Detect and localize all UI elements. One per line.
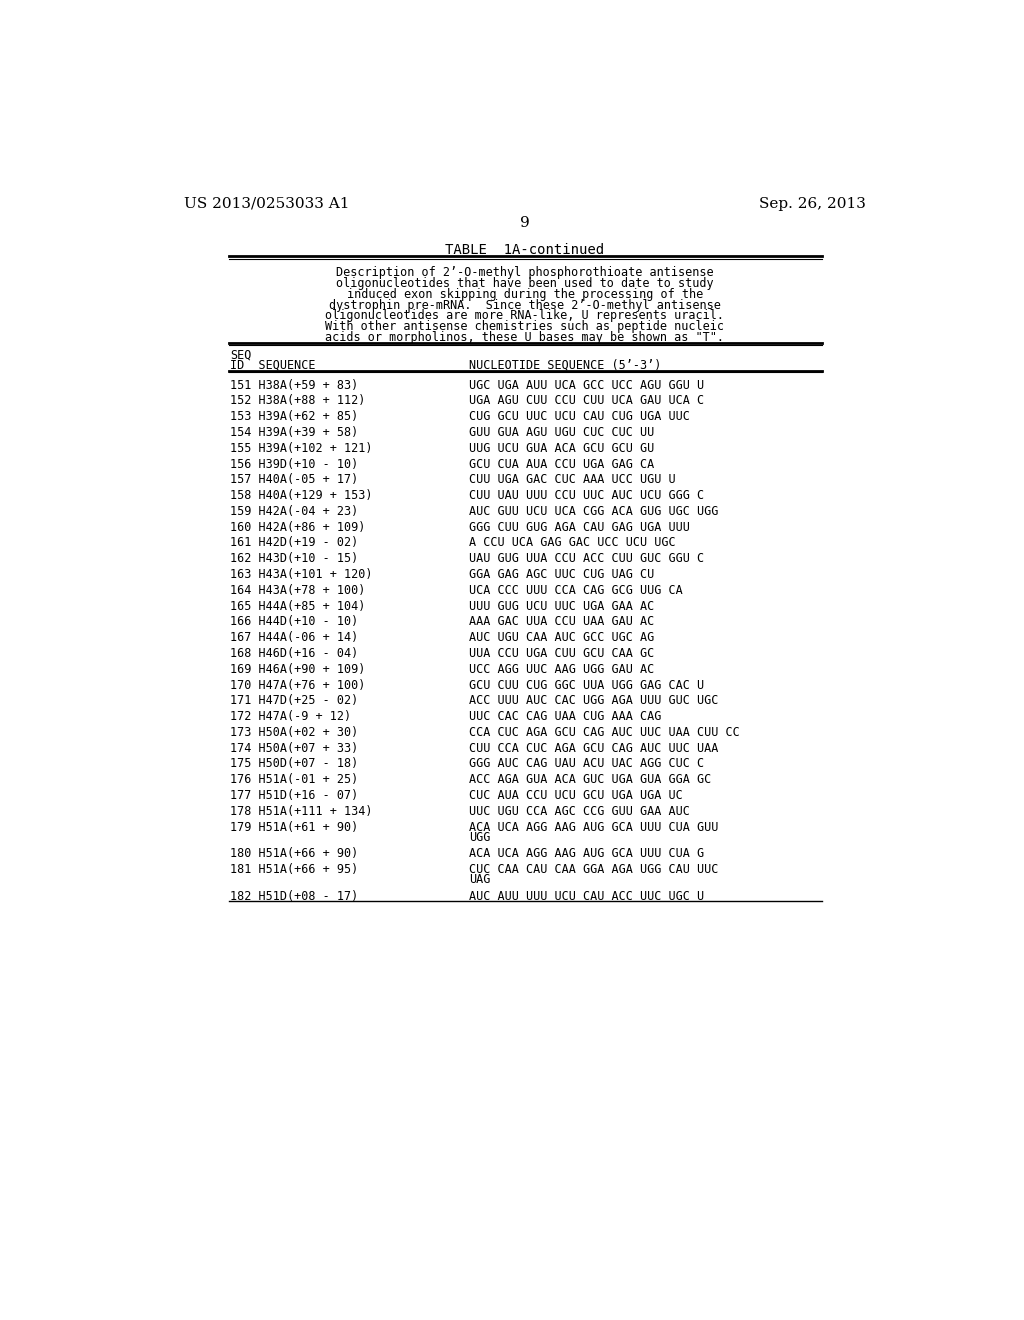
- Text: GGA GAG AGC UUC CUG UAG CU: GGA GAG AGC UUC CUG UAG CU: [469, 568, 654, 581]
- Text: 162 H43D(+10 - 15): 162 H43D(+10 - 15): [230, 552, 358, 565]
- Text: 155 H39A(+102 + 121): 155 H39A(+102 + 121): [230, 442, 373, 455]
- Text: With other antisense chemistries such as peptide nucleic: With other antisense chemistries such as…: [326, 321, 724, 333]
- Text: UAU GUG UUA CCU ACC CUU GUC GGU C: UAU GUG UUA CCU ACC CUU GUC GGU C: [469, 552, 705, 565]
- Text: acids or morpholinos, these U bases may be shown as "T".: acids or morpholinos, these U bases may …: [326, 331, 724, 345]
- Text: 158 H40A(+129 + 153): 158 H40A(+129 + 153): [230, 490, 373, 502]
- Text: TABLE  1A-continued: TABLE 1A-continued: [445, 243, 604, 257]
- Text: GCU CUA AUA CCU UGA GAG CA: GCU CUA AUA CCU UGA GAG CA: [469, 458, 654, 470]
- Text: UUU GUG UCU UUC UGA GAA AC: UUU GUG UCU UUC UGA GAA AC: [469, 599, 654, 612]
- Text: 154 H39A(+39 + 58): 154 H39A(+39 + 58): [230, 426, 358, 440]
- Text: 167 H44A(-06 + 14): 167 H44A(-06 + 14): [230, 631, 358, 644]
- Text: induced exon skipping during the processing of the: induced exon skipping during the process…: [347, 288, 702, 301]
- Text: 165 H44A(+85 + 104): 165 H44A(+85 + 104): [230, 599, 366, 612]
- Text: 175 H50D(+07 - 18): 175 H50D(+07 - 18): [230, 758, 358, 771]
- Text: CUC AUA CCU UCU GCU UGA UGA UC: CUC AUA CCU UCU GCU UGA UGA UC: [469, 789, 683, 803]
- Text: oligonucleotides are more RNA-like, U represents uracil.: oligonucleotides are more RNA-like, U re…: [326, 309, 724, 322]
- Text: 178 H51A(+111 + 134): 178 H51A(+111 + 134): [230, 805, 373, 818]
- Text: US 2013/0253033 A1: US 2013/0253033 A1: [183, 197, 349, 211]
- Text: ACC AGA GUA ACA GUC UGA GUA GGA GC: ACC AGA GUA ACA GUC UGA GUA GGA GC: [469, 774, 712, 787]
- Text: 153 H39A(+62 + 85): 153 H39A(+62 + 85): [230, 411, 358, 424]
- Text: Sep. 26, 2013: Sep. 26, 2013: [759, 197, 866, 211]
- Text: 174 H50A(+07 + 33): 174 H50A(+07 + 33): [230, 742, 358, 755]
- Text: UGA AGU CUU CCU CUU UCA GAU UCA C: UGA AGU CUU CCU CUU UCA GAU UCA C: [469, 395, 705, 408]
- Text: 173 H50A(+02 + 30): 173 H50A(+02 + 30): [230, 726, 358, 739]
- Text: CUG GCU UUC UCU CAU CUG UGA UUC: CUG GCU UUC UCU CAU CUG UGA UUC: [469, 411, 690, 424]
- Text: UUA CCU UGA CUU GCU CAA GC: UUA CCU UGA CUU GCU CAA GC: [469, 647, 654, 660]
- Text: AUC UGU CAA AUC GCC UGC AG: AUC UGU CAA AUC GCC UGC AG: [469, 631, 654, 644]
- Text: UUG UCU GUA ACA GCU GCU GU: UUG UCU GUA ACA GCU GCU GU: [469, 442, 654, 455]
- Text: AAA GAC UUA CCU UAA GAU AC: AAA GAC UUA CCU UAA GAU AC: [469, 615, 654, 628]
- Text: ID  SEQUENCE: ID SEQUENCE: [230, 359, 315, 372]
- Text: GCU CUU CUG GGC UUA UGG GAG CAC U: GCU CUU CUG GGC UUA UGG GAG CAC U: [469, 678, 705, 692]
- Text: AUC GUU UCU UCA CGG ACA GUG UGC UGG: AUC GUU UCU UCA CGG ACA GUG UGC UGG: [469, 506, 719, 517]
- Text: CCA CUC AGA GCU CAG AUC UUC UAA CUU CC: CCA CUC AGA GCU CAG AUC UUC UAA CUU CC: [469, 726, 739, 739]
- Text: UGG: UGG: [469, 830, 490, 843]
- Text: ACA UCA AGG AAG AUG GCA UUU CUA GUU: ACA UCA AGG AAG AUG GCA UUU CUA GUU: [469, 821, 719, 834]
- Text: 180 H51A(+66 + 90): 180 H51A(+66 + 90): [230, 847, 358, 861]
- Text: GGG CUU GUG AGA CAU GAG UGA UUU: GGG CUU GUG AGA CAU GAG UGA UUU: [469, 520, 690, 533]
- Text: UCA CCC UUU CCA CAG GCG UUG CA: UCA CCC UUU CCA CAG GCG UUG CA: [469, 583, 683, 597]
- Text: 164 H43A(+78 + 100): 164 H43A(+78 + 100): [230, 583, 366, 597]
- Text: CUC CAA CAU CAA GGA AGA UGG CAU UUC: CUC CAA CAU CAA GGA AGA UGG CAU UUC: [469, 863, 719, 876]
- Text: 182 H51D(+08 - 17): 182 H51D(+08 - 17): [230, 890, 358, 903]
- Text: 169 H46A(+90 + 109): 169 H46A(+90 + 109): [230, 663, 366, 676]
- Text: dystrophin pre-mRNA.  Since these 2’-O-methyl antisense: dystrophin pre-mRNA. Since these 2’-O-me…: [329, 298, 721, 312]
- Text: 9: 9: [520, 216, 529, 230]
- Text: GGG AUC CAG UAU ACU UAC AGG CUC C: GGG AUC CAG UAU ACU UAC AGG CUC C: [469, 758, 705, 771]
- Text: UCC AGG UUC AAG UGG GAU AC: UCC AGG UUC AAG UGG GAU AC: [469, 663, 654, 676]
- Text: CUU UGA GAC CUC AAA UCC UGU U: CUU UGA GAC CUC AAA UCC UGU U: [469, 474, 676, 486]
- Text: UGC UGA AUU UCA GCC UCC AGU GGU U: UGC UGA AUU UCA GCC UCC AGU GGU U: [469, 379, 705, 392]
- Text: 176 H51A(-01 + 25): 176 H51A(-01 + 25): [230, 774, 358, 787]
- Text: 156 H39D(+10 - 10): 156 H39D(+10 - 10): [230, 458, 358, 470]
- Text: AUC AUU UUU UCU CAU ACC UUC UGC U: AUC AUU UUU UCU CAU ACC UUC UGC U: [469, 890, 705, 903]
- Text: UAG: UAG: [469, 873, 490, 886]
- Text: 160 H42A(+86 + 109): 160 H42A(+86 + 109): [230, 520, 366, 533]
- Text: Description of 2’-O-methyl phosphorothioate antisense: Description of 2’-O-methyl phosphorothio…: [336, 267, 714, 280]
- Text: oligonucleotides that have been used to date to study: oligonucleotides that have been used to …: [336, 277, 714, 290]
- Text: 152 H38A(+88 + 112): 152 H38A(+88 + 112): [230, 395, 366, 408]
- Text: 163 H43A(+101 + 120): 163 H43A(+101 + 120): [230, 568, 373, 581]
- Text: 171 H47D(+25 - 02): 171 H47D(+25 - 02): [230, 694, 358, 708]
- Text: GUU GUA AGU UGU CUC CUC UU: GUU GUA AGU UGU CUC CUC UU: [469, 426, 654, 440]
- Text: A CCU UCA GAG GAC UCC UCU UGC: A CCU UCA GAG GAC UCC UCU UGC: [469, 536, 676, 549]
- Text: 177 H51D(+16 - 07): 177 H51D(+16 - 07): [230, 789, 358, 803]
- Text: 159 H42A(-04 + 23): 159 H42A(-04 + 23): [230, 506, 358, 517]
- Text: UUC CAC CAG UAA CUG AAA CAG: UUC CAC CAG UAA CUG AAA CAG: [469, 710, 662, 723]
- Text: 168 H46D(+16 - 04): 168 H46D(+16 - 04): [230, 647, 358, 660]
- Text: SEQ: SEQ: [230, 348, 252, 362]
- Text: 161 H42D(+19 - 02): 161 H42D(+19 - 02): [230, 536, 358, 549]
- Text: ACC UUU AUC CAC UGG AGA UUU GUC UGC: ACC UUU AUC CAC UGG AGA UUU GUC UGC: [469, 694, 719, 708]
- Text: 151 H38A(+59 + 83): 151 H38A(+59 + 83): [230, 379, 358, 392]
- Text: CUU UAU UUU CCU UUC AUC UCU GGG C: CUU UAU UUU CCU UUC AUC UCU GGG C: [469, 490, 705, 502]
- Text: 172 H47A(-9 + 12): 172 H47A(-9 + 12): [230, 710, 351, 723]
- Text: 179 H51A(+61 + 90): 179 H51A(+61 + 90): [230, 821, 358, 834]
- Text: CUU CCA CUC AGA GCU CAG AUC UUC UAA: CUU CCA CUC AGA GCU CAG AUC UUC UAA: [469, 742, 719, 755]
- Text: ACA UCA AGG AAG AUG GCA UUU CUA G: ACA UCA AGG AAG AUG GCA UUU CUA G: [469, 847, 705, 861]
- Text: UUC UGU CCA AGC CCG GUU GAA AUC: UUC UGU CCA AGC CCG GUU GAA AUC: [469, 805, 690, 818]
- Text: 181 H51A(+66 + 95): 181 H51A(+66 + 95): [230, 863, 358, 876]
- Text: 166 H44D(+10 - 10): 166 H44D(+10 - 10): [230, 615, 358, 628]
- Text: 170 H47A(+76 + 100): 170 H47A(+76 + 100): [230, 678, 366, 692]
- Text: 157 H40A(-05 + 17): 157 H40A(-05 + 17): [230, 474, 358, 486]
- Text: NUCLEOTIDE SEQUENCE (5’-3’): NUCLEOTIDE SEQUENCE (5’-3’): [469, 359, 662, 372]
